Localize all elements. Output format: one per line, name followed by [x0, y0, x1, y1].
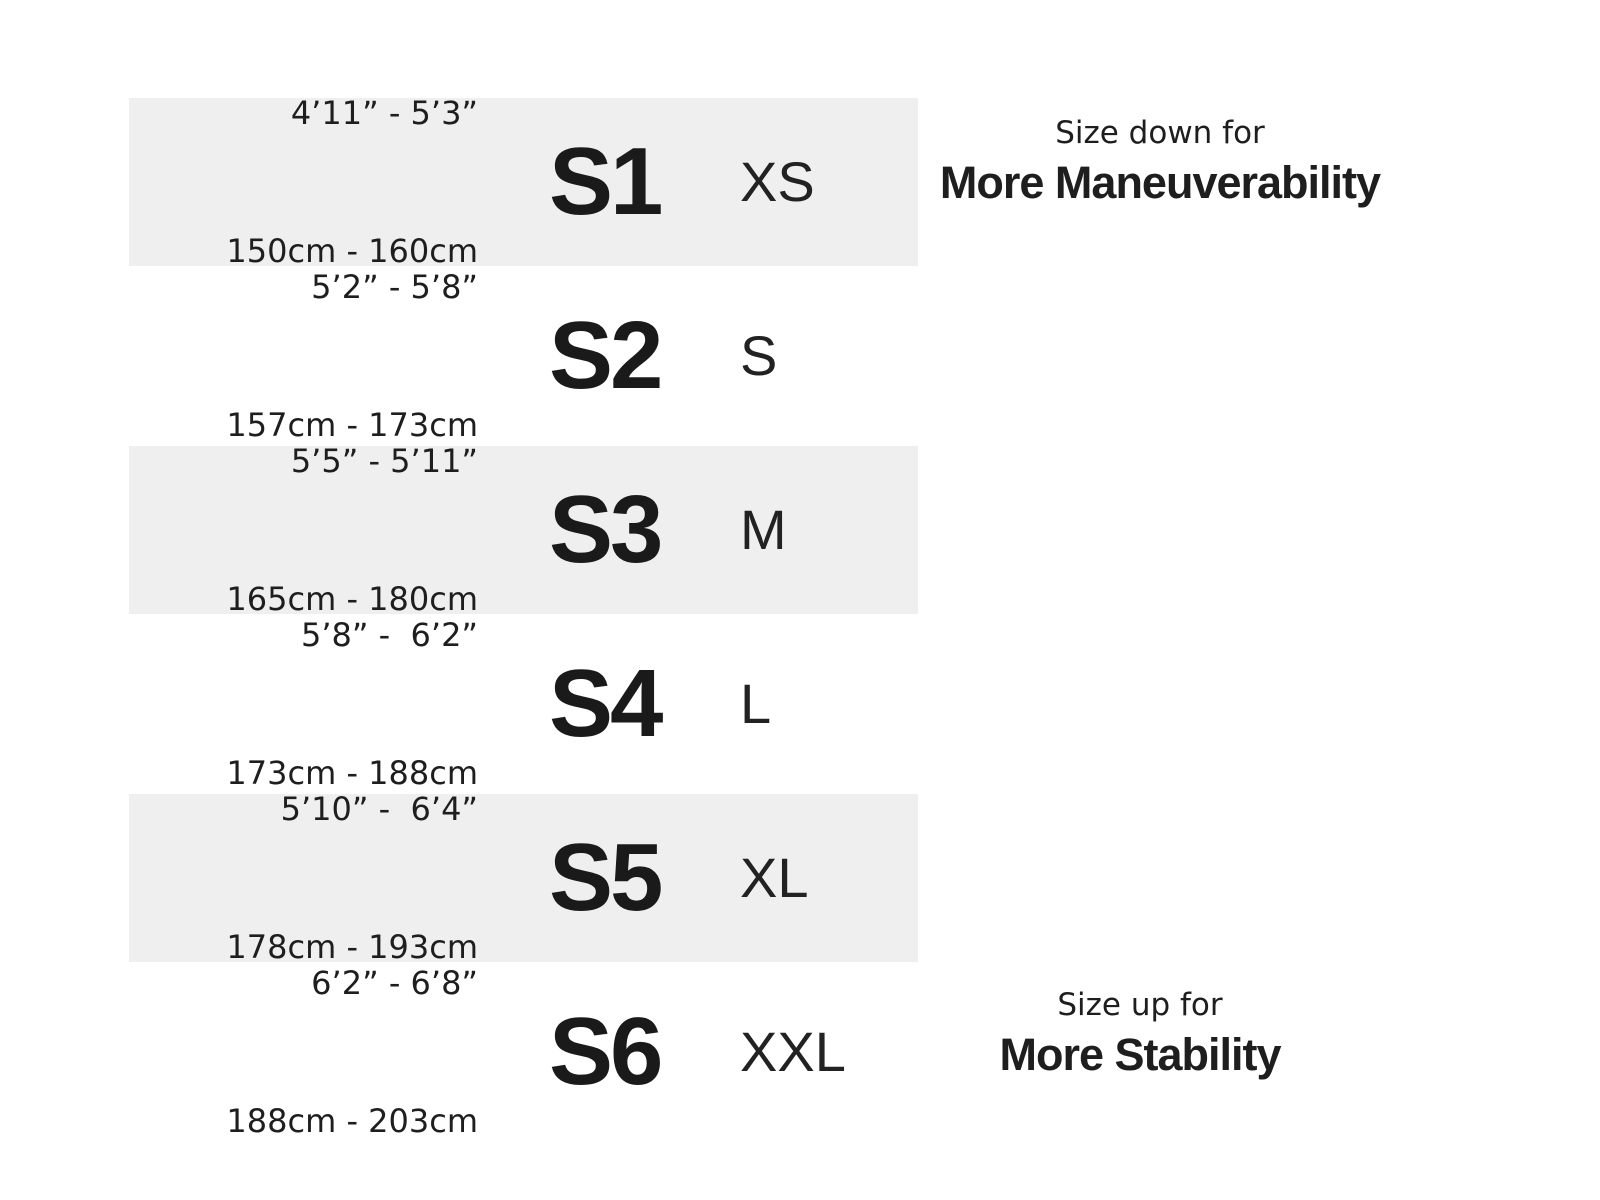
height-range-metric: 178cm - 193cm [226, 928, 478, 966]
size-row-s4: 5’8” - 6’2” 173cm - 188cm S4 L [129, 616, 918, 792]
note-size-down: Size down for More Maneuverability [910, 112, 1410, 212]
s-size-label: S2 [549, 302, 663, 409]
letter-size-label: XL [740, 846, 809, 909]
size-row-s2: 5’2” - 5’8” 157cm - 173cm S2 S [129, 268, 918, 444]
height-range-imperial: 6’2” - 6’8” [311, 964, 478, 1002]
letter-size-label: XXL [740, 1020, 846, 1083]
height-range-imperial: 5’5” - 5’11” [290, 442, 478, 480]
height-range-imperial: 5’10” - 6’4” [280, 790, 478, 828]
height-range-imperial: 5’2” - 5’8” [311, 268, 478, 306]
size-row-s5: 5’10” - 6’4” 178cm - 193cm S5 XL [129, 790, 918, 966]
s-size-label: S6 [549, 998, 663, 1105]
note-more-stability: More Stability [999, 1029, 1281, 1080]
s-size-label: S3 [549, 476, 663, 583]
height-range: 6’2” - 6’8” 188cm - 203cm [129, 868, 478, 1200]
height-range-metric: 173cm - 188cm [226, 754, 478, 792]
height-range-metric: 150cm - 160cm [226, 232, 478, 270]
height-range-imperial: 4’11” - 5’3” [290, 94, 478, 132]
height-range-metric: 165cm - 180cm [226, 580, 478, 618]
note-size-up: Size up for More Stability [890, 984, 1390, 1084]
note-size-up-intro: Size up for [1057, 987, 1223, 1023]
size-row-s1: 4’11” - 5’3” 150cm - 160cm S1 XS [129, 94, 918, 270]
height-range: 5’8” - 6’2” 173cm - 188cm [129, 520, 478, 888]
height-range-imperial: 5’8” - 6’2” [301, 616, 478, 654]
height-range: 4’11” - 5’3” 150cm - 160cm [129, 0, 478, 366]
size-table: 4’11” - 5’3” 150cm - 160cm S1 XS 5’2” - … [129, 94, 918, 1142]
height-range-metric: 157cm - 173cm [226, 406, 478, 444]
letter-size-label: L [740, 672, 772, 735]
s-size-label: S4 [549, 650, 663, 757]
s-size-label: S1 [549, 128, 663, 235]
height-range: 5’10” - 6’4” 178cm - 193cm [129, 694, 478, 1062]
letter-size-label: XS [740, 150, 815, 213]
size-row-s6: 6’2” - 6’8” 188cm - 203cm S6 XXL [129, 964, 918, 1140]
note-size-down-intro: Size down for [1055, 115, 1265, 151]
height-range: 5’2” - 5’8” 157cm - 173cm [129, 172, 478, 540]
size-row-s3: 5’5” - 5’11” 165cm - 180cm S3 M [129, 442, 918, 618]
note-more-maneuverability: More Maneuverability [939, 157, 1381, 208]
height-range: 5’5” - 5’11” 165cm - 180cm [129, 346, 478, 714]
letter-size-label: S [740, 324, 778, 387]
height-range-metric: 188cm - 203cm [226, 1102, 478, 1140]
s-size-label: S5 [549, 824, 663, 931]
letter-size-label: M [740, 498, 787, 561]
